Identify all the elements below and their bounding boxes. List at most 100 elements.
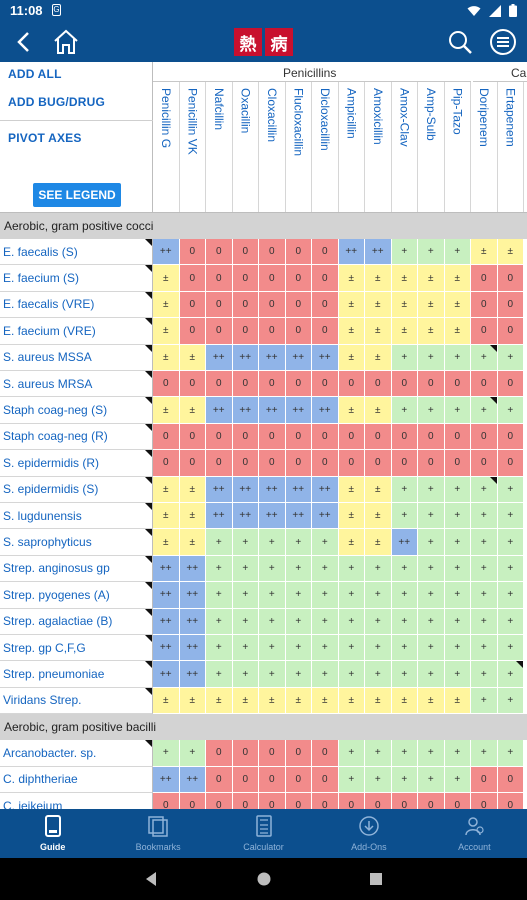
- susceptibility-cell[interactable]: +: [365, 555, 392, 583]
- drug-column-amox-clav[interactable]: Amox-Clav: [392, 82, 418, 213]
- nav-add-ons[interactable]: Add-Ons: [316, 809, 421, 858]
- bug-name[interactable]: S. epidermidis (R): [0, 450, 153, 477]
- susceptibility-cell[interactable]: +: [391, 344, 418, 371]
- susceptibility-cell[interactable]: +: [497, 555, 524, 583]
- susceptibility-cell[interactable]: 0: [471, 291, 498, 319]
- susceptibility-cell[interactable]: +: [444, 766, 471, 793]
- susceptibility-cell[interactable]: 0: [232, 766, 259, 793]
- susceptibility-cell[interactable]: 0: [259, 450, 286, 477]
- susceptibility-cell[interactable]: +: [365, 608, 392, 635]
- nav-account[interactable]: Account: [422, 809, 527, 858]
- susceptibility-cell[interactable]: ++: [391, 529, 418, 556]
- susceptibility-cell[interactable]: +: [338, 555, 365, 583]
- susceptibility-cell[interactable]: +: [391, 555, 418, 583]
- susceptibility-cell[interactable]: +: [338, 608, 365, 635]
- susceptibility-cell[interactable]: ++: [153, 661, 180, 688]
- susceptibility-cell[interactable]: +: [418, 529, 445, 556]
- drug-column-pip-tazo[interactable]: Pip-Tazo: [445, 82, 471, 213]
- susceptibility-cell[interactable]: 0: [312, 766, 339, 793]
- susceptibility-cell[interactable]: 0: [206, 423, 233, 451]
- susceptibility-cell[interactable]: ±: [338, 291, 365, 319]
- susceptibility-cell[interactable]: ++: [365, 239, 392, 266]
- susceptibility-cell[interactable]: +: [259, 635, 286, 662]
- susceptibility-cell[interactable]: ±: [179, 503, 206, 530]
- susceptibility-cell[interactable]: ±: [259, 687, 286, 715]
- bug-name[interactable]: E. faecium (VRE): [0, 318, 153, 345]
- susceptibility-cell[interactable]: ±: [418, 687, 445, 715]
- susceptibility-cell[interactable]: +: [232, 608, 259, 635]
- susceptibility-cell[interactable]: 0: [444, 450, 471, 477]
- susceptibility-cell[interactable]: ++: [232, 344, 259, 371]
- susceptibility-cell[interactable]: +: [232, 661, 259, 688]
- susceptibility-cell[interactable]: +: [338, 740, 365, 767]
- search-button[interactable]: [444, 26, 476, 58]
- susceptibility-cell[interactable]: +: [153, 740, 180, 767]
- susceptibility-cell[interactable]: +: [471, 476, 498, 503]
- susceptibility-cell[interactable]: ++: [179, 635, 206, 662]
- susceptibility-cell[interactable]: +: [312, 582, 339, 609]
- susceptibility-cell[interactable]: +: [365, 766, 392, 793]
- susceptibility-cell[interactable]: +: [285, 608, 312, 635]
- susceptibility-cell[interactable]: 0: [285, 291, 312, 319]
- home-button[interactable]: [50, 26, 82, 58]
- susceptibility-cell[interactable]: +: [285, 661, 312, 688]
- susceptibility-cell[interactable]: ±: [338, 397, 365, 424]
- susceptibility-cell[interactable]: +: [497, 503, 524, 530]
- susceptibility-cell[interactable]: +: [338, 635, 365, 662]
- susceptibility-cell[interactable]: 0: [285, 265, 312, 292]
- drug-column-amoxicillin[interactable]: Amoxicillin: [365, 82, 392, 213]
- susceptibility-cell[interactable]: 0: [391, 423, 418, 451]
- susceptibility-cell[interactable]: +: [206, 635, 233, 662]
- drug-column-dicloxacillin[interactable]: Dicloxacillin: [312, 82, 339, 213]
- susceptibility-cell[interactable]: ±: [418, 318, 445, 345]
- susceptibility-cell[interactable]: 0: [471, 318, 498, 345]
- susceptibility-cell[interactable]: ++: [338, 239, 365, 266]
- susceptibility-cell[interactable]: 0: [206, 291, 233, 319]
- susceptibility-cell[interactable]: ++: [232, 397, 259, 424]
- susceptibility-cell[interactable]: 0: [312, 318, 339, 345]
- nav-calculator[interactable]: Calculator: [211, 809, 316, 858]
- susceptibility-cell[interactable]: ±: [153, 318, 180, 345]
- susceptibility-cell[interactable]: 0: [418, 450, 445, 477]
- drug-column-flucloxacillin[interactable]: Flucloxacillin: [286, 82, 312, 213]
- drug-column-oxacillin[interactable]: Oxacillin: [233, 82, 259, 213]
- susceptibility-cell[interactable]: 0: [179, 291, 206, 319]
- susceptibility-cell[interactable]: +: [391, 661, 418, 688]
- susceptibility-cell[interactable]: ++: [206, 344, 233, 371]
- susceptibility-cell[interactable]: +: [285, 529, 312, 556]
- susceptibility-cell[interactable]: 0: [259, 265, 286, 292]
- susceptibility-cell[interactable]: 0: [179, 239, 206, 266]
- system-back-icon[interactable]: [144, 871, 158, 887]
- susceptibility-cell[interactable]: +: [444, 529, 471, 556]
- susceptibility-cell[interactable]: +: [206, 608, 233, 635]
- susceptibility-cell[interactable]: +: [232, 555, 259, 583]
- susceptibility-cell[interactable]: ±: [153, 397, 180, 424]
- susceptibility-cell[interactable]: +: [259, 608, 286, 635]
- susceptibility-cell[interactable]: 0: [206, 371, 233, 398]
- susceptibility-cell[interactable]: +: [497, 582, 524, 609]
- susceptibility-cell[interactable]: +: [391, 476, 418, 503]
- susceptibility-cell[interactable]: +: [497, 687, 524, 715]
- susceptibility-cell[interactable]: +: [232, 582, 259, 609]
- susceptibility-cell[interactable]: +: [312, 661, 339, 688]
- susceptibility-cell[interactable]: ++: [285, 344, 312, 371]
- susceptibility-cell[interactable]: 0: [338, 423, 365, 451]
- susceptibility-cell[interactable]: +: [285, 582, 312, 609]
- susceptibility-cell[interactable]: +: [444, 503, 471, 530]
- susceptibility-cell[interactable]: ±: [365, 397, 392, 424]
- add-bug-drug-button[interactable]: ADD BUG/DRUG: [8, 95, 106, 109]
- susceptibility-cell[interactable]: +: [206, 661, 233, 688]
- drug-column-cloxacillin[interactable]: Cloxacillin: [259, 82, 286, 213]
- susceptibility-cell[interactable]: ++: [232, 476, 259, 503]
- bug-name[interactable]: Staph coag-neg (R): [0, 423, 153, 451]
- susceptibility-cell[interactable]: +: [338, 582, 365, 609]
- susceptibility-cell[interactable]: +: [179, 740, 206, 767]
- susceptibility-cell[interactable]: 0: [312, 265, 339, 292]
- add-all-button[interactable]: ADD ALL: [8, 67, 62, 81]
- susceptibility-cell[interactable]: ±: [338, 265, 365, 292]
- susceptibility-cell[interactable]: ++: [312, 397, 339, 424]
- bug-name[interactable]: Strep. anginosus gp: [0, 555, 153, 583]
- susceptibility-cell[interactable]: ±: [365, 503, 392, 530]
- susceptibility-cell[interactable]: +: [497, 397, 524, 424]
- susceptibility-cell[interactable]: ++: [206, 503, 233, 530]
